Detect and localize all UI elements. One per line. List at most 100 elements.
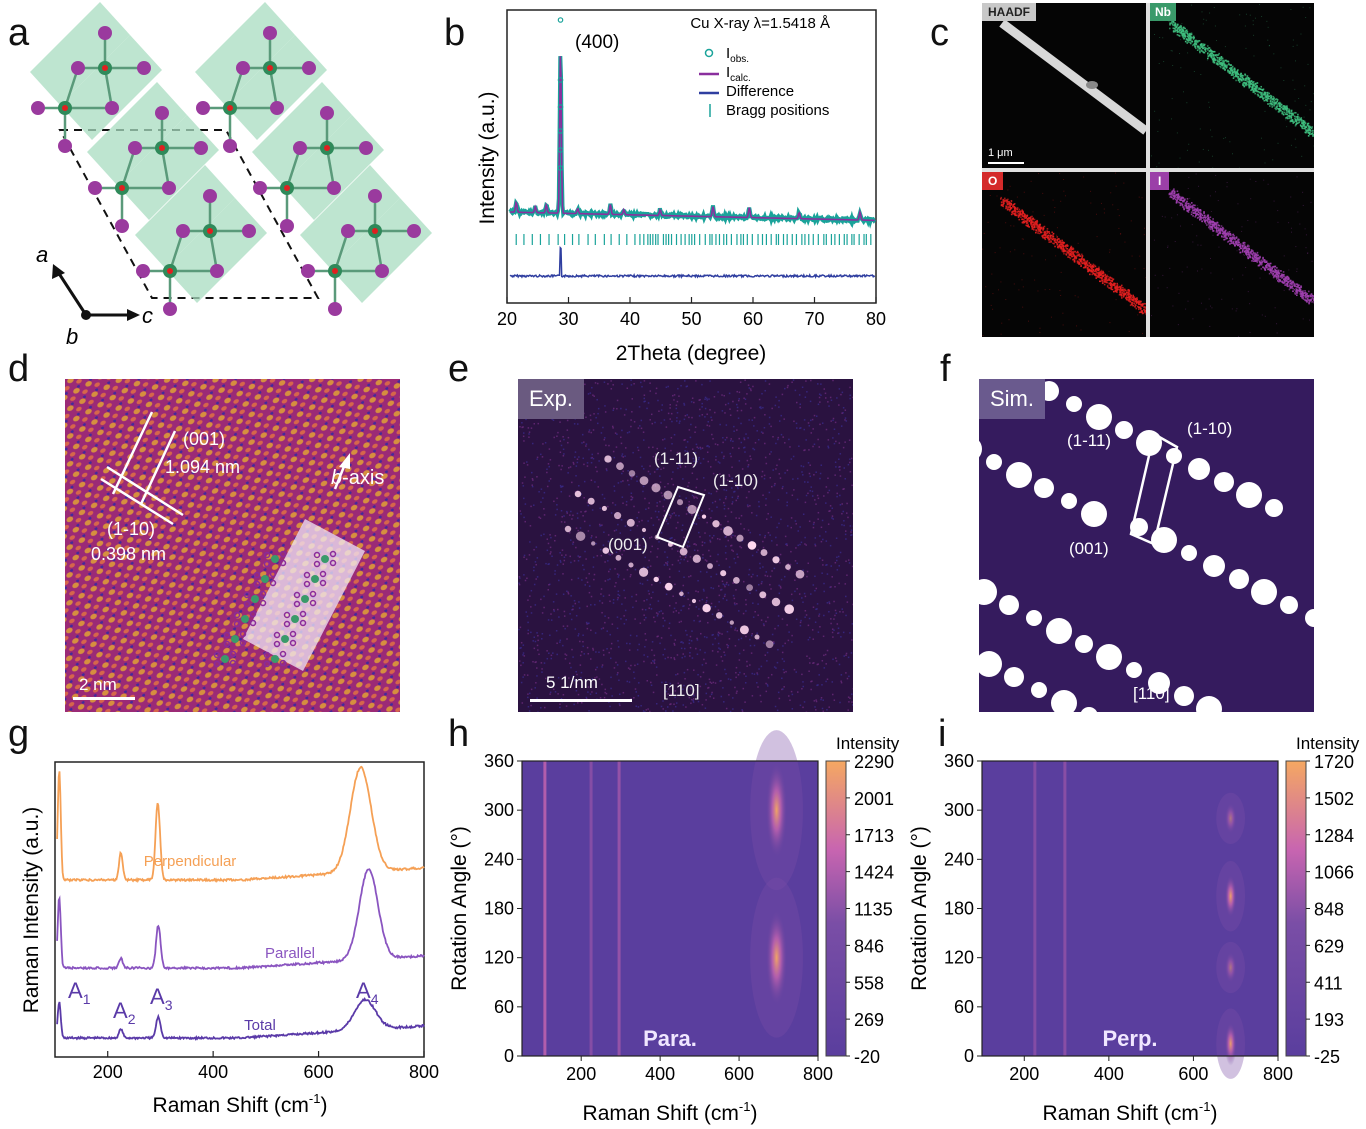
fft-spot: [760, 549, 768, 557]
diffraction-simulated: Sim. (1-11) (1-10) (001) [110]: [979, 379, 1314, 712]
sim-spot: [1236, 482, 1262, 508]
xrd-legend-item: Difference: [699, 83, 794, 100]
xrd-xtick-label: 80: [866, 309, 886, 329]
oxygen-atom: [227, 105, 233, 111]
fft-spot: [679, 547, 688, 556]
fft-spot: [746, 584, 753, 591]
panel-label-c: c: [930, 12, 949, 54]
oxygen-atom: [207, 228, 213, 234]
xrd-difference-series: [509, 246, 876, 280]
fft-spot: [754, 634, 760, 640]
fft-spot: [587, 497, 595, 505]
xrd-obs-point: [557, 128, 564, 134]
colorbar-tick-label: 848: [1314, 900, 1344, 920]
eds-map-grid: HAADF 1 μm Nb O I: [982, 3, 1314, 337]
panel-label-d: d: [8, 348, 30, 390]
fft-spot: [772, 556, 780, 564]
sim-spot: [1046, 618, 1072, 644]
fft-spot: [784, 604, 794, 614]
fft-spot: [639, 476, 649, 485]
fft-spot: [712, 520, 720, 528]
fft-spot: [687, 504, 697, 514]
sim-spot: [1280, 596, 1298, 614]
fft-spot: [626, 518, 635, 527]
xrd-xtick-label: 40: [620, 309, 640, 329]
iodine-atom: [223, 139, 237, 153]
xrd-obs-point: [557, 17, 564, 23]
fft-spot: [575, 531, 586, 541]
fft-spot: [739, 625, 749, 635]
fft-spot: [628, 562, 634, 568]
sim-spot: [1136, 430, 1162, 456]
fft-spot: [614, 512, 622, 520]
eds-tag-nb: Nb: [1150, 3, 1176, 21]
iodine-atom: [137, 61, 151, 75]
iodine-atom: [71, 61, 85, 75]
heatmap-perpendicular: 200 400 600 800 0 60 120 180 240 300 360 Perp. Raman…: [908, 734, 1360, 1125]
hrtem-scale-bar: [73, 697, 135, 700]
xrd-xtick-label: 60: [743, 309, 763, 329]
iodine-atom: [115, 219, 129, 233]
heatmap-ytick-label: 240: [944, 849, 974, 869]
heatmap-hotspot: [765, 760, 788, 861]
fft-spot: [715, 612, 723, 619]
crystal-structure: a c b: [30, 2, 432, 349]
colorbar: [1285, 760, 1307, 1057]
heatmap-band: [589, 761, 593, 1056]
xrd-xlabel: 2Theta (degree): [616, 342, 767, 365]
heatmap-xtick-label: 400: [645, 1064, 675, 1084]
fft-scale-label: 5 1/nm: [546, 673, 598, 692]
heatmap-xtick-label: 600: [724, 1064, 754, 1084]
heatmap-tag: Para.: [643, 1026, 697, 1051]
fft-spot: [785, 564, 791, 570]
fft-scale-bar: [530, 699, 632, 702]
iodine-atom: [328, 302, 342, 316]
iodine-atom: [98, 26, 112, 40]
heatmap-band: [1063, 761, 1067, 1056]
colorbar-tick-label: 1713: [854, 826, 894, 846]
sim-spot: [1196, 696, 1222, 712]
heatmap-hotspot: [1224, 802, 1237, 835]
structure-overlay: [243, 519, 365, 671]
raman-xtick-label: 600: [304, 1062, 334, 1082]
iodine-atom: [128, 141, 142, 155]
heatmap-ylabel: Rotation Angle (°): [448, 826, 471, 991]
oxygen-atom: [159, 145, 165, 151]
fft-spot: [765, 640, 774, 649]
eds-map-i: I: [1150, 172, 1314, 337]
sim-spot: [1080, 707, 1098, 712]
colorbar-tick-label: 1502: [1314, 789, 1354, 809]
heatmap-parallel: 200 400 600 800 0 60 120 180 240 300 360 Para. Raman…: [448, 730, 900, 1125]
fft-experimental: Exp. (1-11) (1-10) (001) [110] 5 1/nm: [518, 379, 853, 712]
oxygen-atom: [119, 185, 125, 191]
iodine-atom: [210, 264, 224, 278]
heatmap-ytick-label: 120: [484, 948, 514, 968]
colorbar-tick-label: 558: [854, 973, 884, 993]
heatmap-hotspot: [1224, 951, 1237, 984]
fft-spot: [692, 554, 701, 563]
fft-spot: [591, 541, 596, 546]
raman-series-perpendicular: [56, 765, 425, 883]
oxygen-atom: [102, 65, 108, 71]
eds-tag-o: O: [982, 172, 1004, 190]
iodine-atom: [341, 224, 355, 238]
xrd-xtick-label: 70: [804, 309, 824, 329]
raman-series-total: [56, 996, 425, 1041]
eds-map-nb: Nb: [1150, 3, 1314, 168]
heatmap-ytick-label: 300: [944, 800, 974, 820]
fft-spot: [653, 576, 659, 583]
spacing-001-label: 1.094 nm: [165, 457, 241, 477]
sim-spot: [1031, 682, 1047, 698]
exp-tag: Exp.: [518, 379, 584, 419]
iodine-atom: [327, 181, 341, 195]
legend-label: Iobs.: [726, 45, 749, 65]
iodine-atom: [203, 189, 217, 203]
panel-label-e: e: [448, 348, 470, 390]
eds-map-haadf: HAADF 1 μm: [982, 3, 1146, 168]
sim-spot: [1174, 686, 1194, 706]
raman-mode-label: A1: [68, 978, 91, 1007]
xrd-bragg-ticks: [515, 234, 872, 245]
fft-spot: [729, 620, 734, 625]
colorbar-tick-label: 411: [1314, 973, 1343, 993]
heatmap-ytick-label: 60: [494, 997, 514, 1017]
